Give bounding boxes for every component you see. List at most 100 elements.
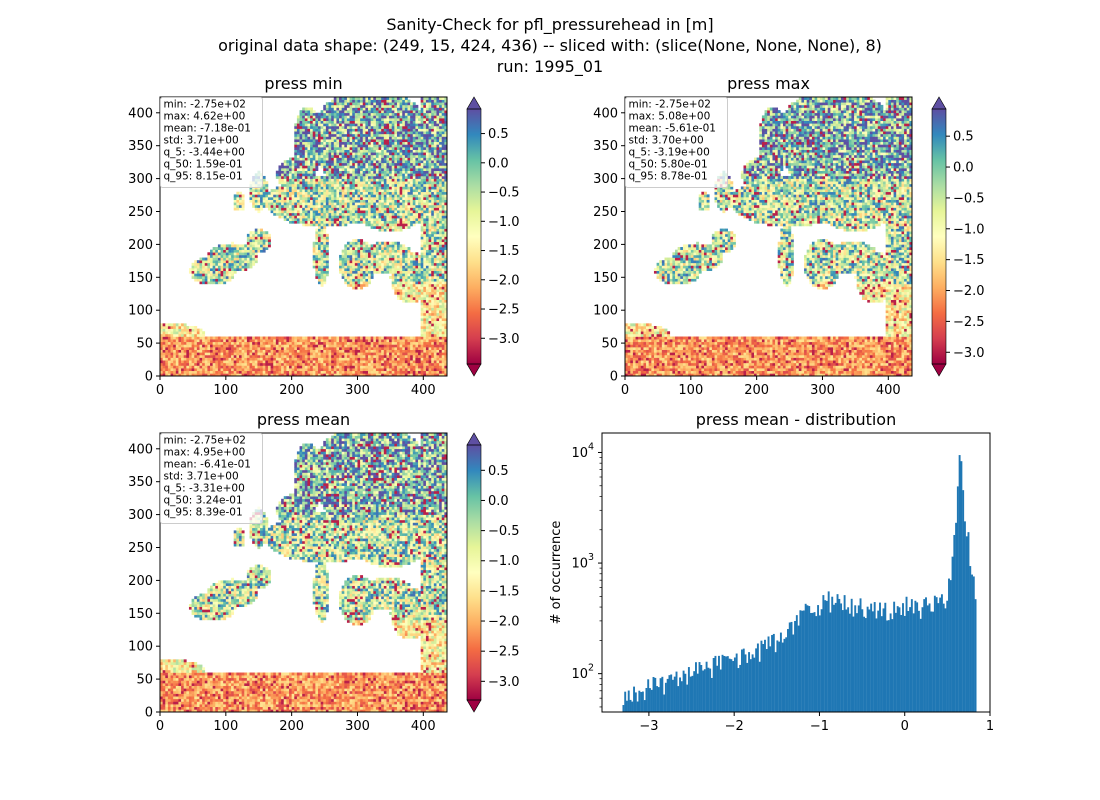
map-cell	[296, 357, 300, 361]
map-cell	[181, 325, 184, 329]
map-cell	[375, 352, 379, 356]
map-cell	[360, 247, 364, 250]
map-cell	[436, 247, 440, 250]
map-cell	[283, 186, 287, 190]
map-cell	[307, 373, 311, 377]
map-cell	[278, 339, 282, 343]
map-cell	[325, 352, 329, 356]
map-cell	[368, 194, 371, 198]
map-cell	[357, 220, 361, 224]
map-cell	[336, 341, 340, 345]
map-cell	[433, 212, 437, 216]
map-cell	[375, 357, 379, 361]
map-cell	[225, 357, 229, 361]
map-cell	[310, 207, 314, 211]
map-cell	[344, 191, 348, 195]
map-cell	[346, 160, 350, 164]
map-cell	[378, 347, 382, 350]
map-cell	[283, 189, 287, 193]
map-cell	[196, 328, 200, 332]
map-cell	[420, 365, 424, 369]
map-cell	[294, 212, 298, 216]
map-cell	[396, 202, 400, 206]
map-cell	[210, 265, 213, 269]
map-cell	[320, 231, 324, 235]
map-cell	[404, 257, 408, 261]
map-cell	[370, 152, 374, 156]
map-cell	[352, 173, 356, 177]
map-cell	[381, 204, 385, 208]
map-cell	[312, 370, 316, 374]
map-cell	[362, 160, 366, 164]
map-cell	[381, 244, 385, 248]
map-cell	[339, 197, 342, 200]
map-cell	[262, 181, 266, 185]
map-cell	[418, 281, 421, 285]
map-cell	[439, 291, 443, 295]
map-cell	[254, 341, 258, 345]
map-cell	[362, 197, 366, 200]
map-cell	[281, 210, 285, 214]
map-cell	[436, 241, 440, 245]
map-cell	[360, 341, 364, 345]
map-cell	[291, 183, 295, 187]
map-cell	[428, 257, 432, 261]
map-cell	[407, 270, 411, 274]
map-cell	[325, 368, 329, 372]
map-cell	[389, 204, 392, 208]
map-cell	[418, 297, 421, 300]
map-cell	[360, 239, 364, 243]
map-cell	[399, 218, 403, 222]
map-cell	[183, 331, 187, 335]
map-cell	[360, 162, 364, 166]
map-cell	[428, 320, 432, 324]
map-cell	[370, 186, 374, 190]
map-cell	[341, 341, 345, 345]
map-cell	[299, 368, 303, 372]
map-cell	[228, 357, 232, 361]
map-cell	[428, 204, 432, 208]
map-cell	[415, 152, 419, 156]
map-cell	[428, 373, 432, 377]
map-cell	[404, 273, 408, 277]
map-cell	[373, 262, 377, 266]
map-cell	[199, 339, 203, 343]
map-cell	[357, 365, 361, 369]
map-cell	[431, 286, 435, 290]
map-cell	[320, 210, 324, 214]
map-cell	[425, 254, 429, 258]
map-cell	[341, 273, 345, 277]
map-cell	[304, 178, 308, 182]
map-cell	[175, 331, 179, 335]
map-cell	[315, 186, 319, 190]
map-cell	[320, 244, 324, 248]
map-cell	[415, 157, 419, 161]
map-cell	[249, 349, 253, 353]
map-cell	[362, 354, 366, 358]
map-cell	[386, 199, 390, 203]
map-cell	[381, 349, 385, 353]
map-cell	[368, 212, 371, 216]
map-cell	[210, 254, 213, 258]
map-cell	[202, 268, 206, 272]
map-cell	[368, 357, 371, 361]
map-cell	[431, 228, 435, 232]
map-cell	[357, 336, 361, 340]
map-cell	[425, 191, 429, 195]
map-cell	[260, 360, 263, 364]
map-cell	[339, 373, 342, 377]
map-cell	[191, 325, 195, 329]
map-cell	[312, 207, 316, 211]
map-cell	[312, 154, 316, 158]
map-cell	[344, 210, 348, 214]
map-cell	[320, 265, 324, 269]
map-cell	[357, 360, 361, 364]
map-cell	[296, 212, 300, 216]
map-cell	[407, 252, 411, 256]
map-cell	[418, 344, 421, 348]
map-cell	[439, 325, 443, 329]
map-cell	[362, 268, 366, 272]
map-cell	[407, 299, 411, 303]
map-cell	[312, 199, 316, 203]
map-cell	[339, 354, 342, 358]
